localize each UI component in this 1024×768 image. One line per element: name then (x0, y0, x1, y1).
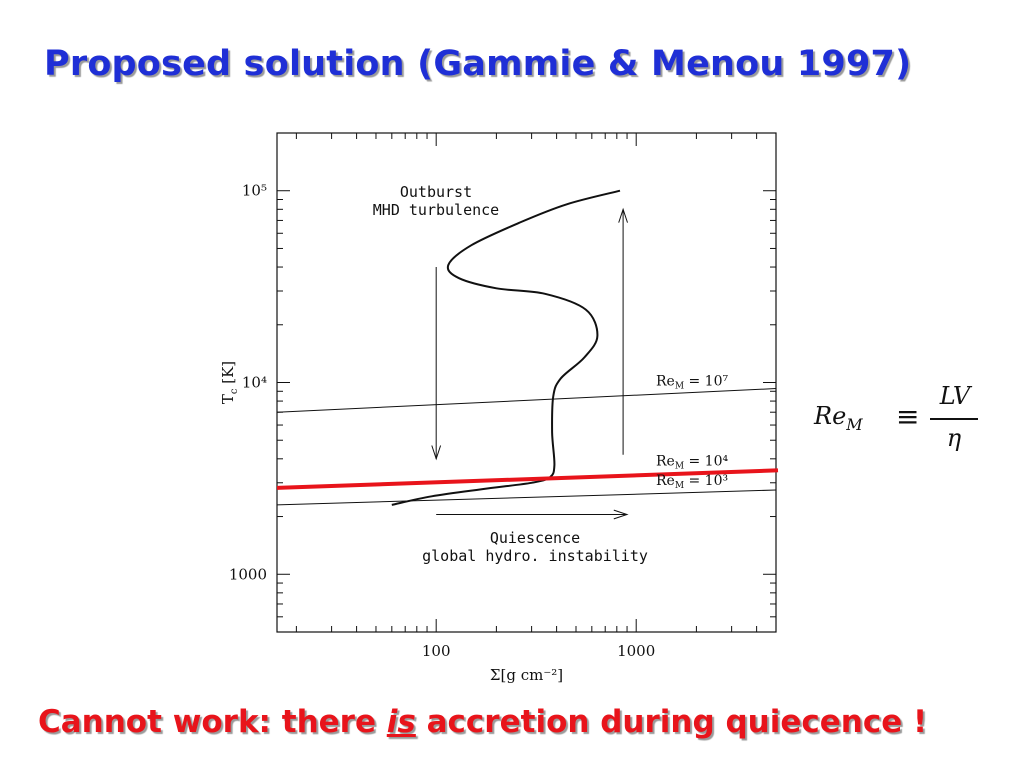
annotation-outburst-line: MHD turbulence (373, 201, 499, 219)
series-ReM-1e4-highlight (276, 468, 777, 490)
magnetic-reynolds-formula: ReM ≡ LV η (812, 382, 978, 462)
formula-equiv: ≡ (896, 400, 920, 433)
plot-series (276, 189, 779, 506)
y-tick-label: 10⁵ (242, 182, 267, 200)
formula-denominator: η (946, 424, 962, 452)
arrow-up-head (618, 207, 628, 223)
formula-fraction-bar (930, 418, 978, 420)
formula-numerator: LV (939, 382, 971, 410)
annotation-quiescence-line: global hydro. instability (422, 547, 648, 565)
footer-text-after: accretion during quiecence ! (415, 704, 928, 740)
label-ReM-1e4: ReM = 10⁴ (656, 454, 728, 472)
footer-text-before: Cannot work: there (38, 704, 387, 740)
footer-emphasis: is (386, 704, 416, 740)
arrow-right-head (613, 509, 629, 520)
y-axis-label: Tc [K] (219, 361, 240, 404)
series-ReM-1e7 (276, 388, 777, 413)
annotation-outburst-line: Outburst (400, 183, 472, 201)
label-ReM-1e3: ReM = 10³ (656, 473, 728, 491)
y-tick-label: 10⁴ (242, 374, 267, 392)
y-tick-label: 1000 (229, 565, 267, 583)
x-tick-label: 1000 (617, 642, 655, 660)
label-ReM-1e7: ReM = 10⁷ (656, 373, 728, 391)
plot-arrows (431, 207, 629, 520)
plot-labels: 100 1000 1000 10⁴ 10⁵ Σ[g cm⁻²] Tc [K] ReM = 10… (219, 182, 728, 684)
annotation-quiescence-line: Quiescence (490, 529, 580, 547)
plot-ticks (277, 132, 777, 633)
arrow-down-head (431, 445, 442, 461)
series-s-curve (391, 189, 621, 506)
x-axis-label: Σ[g cm⁻²] (490, 666, 563, 684)
slide-footer: Cannot work: there is accretion during q… (38, 704, 927, 740)
slide-title: Proposed solution (Gammie & Menou 1997) (44, 44, 912, 84)
series-ReM-1e3 (276, 489, 777, 506)
x-tick-label: 100 (422, 642, 451, 660)
formula-lhs: ReM (814, 402, 863, 434)
